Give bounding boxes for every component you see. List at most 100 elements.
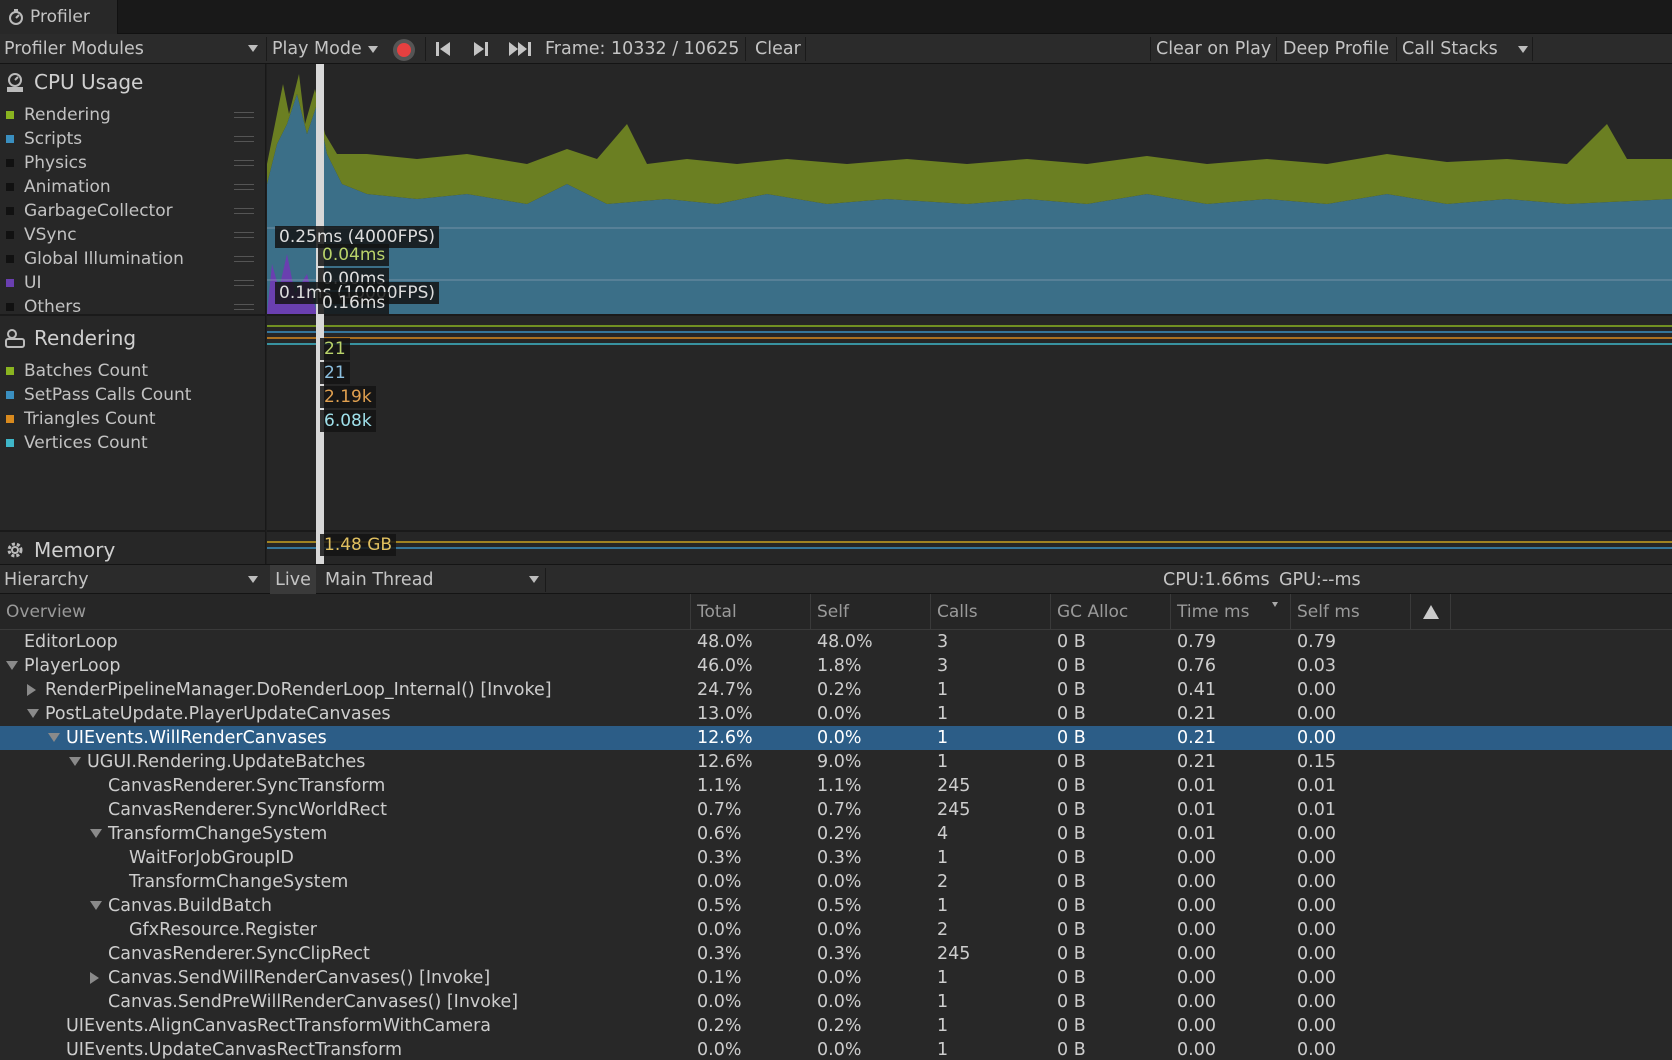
table-row[interactable]: RenderPipelineManager.DoRenderLoop_Inter… [0, 678, 1672, 702]
drag-handle-icon[interactable] [234, 136, 254, 142]
expand-arrow-icon[interactable] [6, 661, 18, 670]
profiler-chart-area[interactable]: 0.25ms (4000FPS) 0.04ms 0.00ms 0.1ms (10… [267, 64, 1672, 564]
clear-on-play-button[interactable]: Clear on Play [1156, 39, 1272, 59]
profiler-tab[interactable]: Profiler [0, 0, 118, 34]
row-total: 1.1% [697, 776, 742, 796]
call-stacks-button[interactable]: Call Stacks [1402, 34, 1528, 64]
collapse-arrow-icon[interactable] [90, 972, 99, 984]
rendering-legend-item[interactable]: SetPass Calls Count [6, 384, 262, 406]
row-name: GfxResource.Register [129, 920, 317, 940]
table-row[interactable]: WaitForJobGroupID 0.3% 0.3% 1 0 B 0.00 0.00 [0, 846, 1672, 870]
row-time: 0.76 [1177, 656, 1216, 676]
rendering-module[interactable]: Rendering [4, 326, 136, 350]
table-row[interactable]: Canvas.SendPreWillRenderCanvases() [Invo… [0, 990, 1672, 1014]
table-row[interactable]: TransformChangeSystem 0.6% 0.2% 4 0 B 0.01 0.0… [0, 822, 1672, 846]
warning-column[interactable] [1410, 594, 1450, 630]
record-button[interactable] [393, 39, 415, 61]
cpu-legend-item[interactable]: VSync [6, 224, 262, 246]
last-frame-button[interactable] [508, 34, 534, 64]
drag-handle-icon[interactable] [234, 112, 254, 118]
expand-arrow-icon[interactable] [69, 757, 81, 766]
legend-label: Batches Count [24, 361, 149, 381]
col-calls[interactable]: Calls [930, 594, 1050, 630]
first-frame-button[interactable] [434, 34, 452, 64]
legend-label: UI [24, 273, 42, 293]
table-row[interactable]: Canvas.SendWillRenderCanvases() [Invoke]… [0, 966, 1672, 990]
drag-handle-icon[interactable] [234, 208, 254, 214]
play-mode-dropdown[interactable]: Play Mode [272, 34, 378, 64]
cpu-legend-item[interactable]: UI [6, 272, 262, 294]
row-calls: 1 [937, 752, 949, 772]
table-row[interactable]: UGUI.Rendering.UpdateBatches 12.6% 9.0% 1 0 … [0, 750, 1672, 774]
row-calls: 1 [937, 1016, 949, 1036]
rendering-area [267, 74, 1672, 204]
legend-swatch [6, 367, 14, 375]
cpu-legend-item[interactable]: GarbageCollector [6, 200, 262, 222]
table-row[interactable]: UIEvents.WillRenderCanvases 12.6% 0.0% 1 0 B… [0, 726, 1672, 750]
rendering-legend-item[interactable]: Vertices Count [6, 432, 262, 454]
hierarchy-toolbar: Hierarchy Live Main Thread CPU:1.66ms GP… [0, 564, 1672, 595]
col-total[interactable]: Total [690, 594, 810, 630]
table-row[interactable]: CanvasRenderer.SyncClipRect 0.3% 0.3% 245 0 … [0, 942, 1672, 966]
table-row[interactable]: CanvasRenderer.SyncWorldRect 0.7% 0.7% 245 0… [0, 798, 1672, 822]
table-row[interactable]: TransformChangeSystem 0.0% 0.0% 2 0 B 0.00 0.0… [0, 870, 1672, 894]
col-time-ms[interactable]: Time ms [1170, 594, 1290, 630]
row-total: 48.0% [697, 632, 753, 652]
table-row[interactable]: PostLateUpdate.PlayerUpdateCanvases 13.0%… [0, 702, 1672, 726]
cpu-legend-item[interactable]: Physics [6, 152, 262, 174]
table-row[interactable]: CanvasRenderer.SyncTransform 1.1% 1.1% 245 0… [0, 774, 1672, 798]
drag-handle-icon[interactable] [234, 256, 254, 262]
col-gc-alloc[interactable]: GC Alloc [1050, 594, 1170, 630]
cpu-legend-item[interactable]: Scripts [6, 128, 262, 150]
row-time: 0.01 [1177, 824, 1216, 844]
row-time: 0.00 [1177, 1016, 1216, 1036]
profiler-modules-dropdown[interactable]: Profiler Modules [4, 34, 262, 64]
drag-handle-icon[interactable] [234, 184, 254, 190]
profiler-icon [6, 7, 26, 27]
table-row[interactable]: PlayerLoop 46.0% 1.8% 3 0 B 0.76 0.03 [0, 654, 1672, 678]
row-self: 0.0% [817, 920, 862, 940]
table-row[interactable]: UIEvents.UpdateCanvasRectTransform 0.0% 0.… [0, 1038, 1672, 1060]
collapse-arrow-icon[interactable] [27, 684, 36, 696]
cpu-legend-item[interactable]: Animation [6, 176, 262, 198]
memory-module[interactable]: Memory [4, 538, 115, 562]
frame-marker[interactable] [316, 64, 324, 564]
expand-arrow-icon[interactable] [90, 901, 102, 910]
clear-button[interactable]: Clear [755, 39, 801, 59]
row-calls: 1 [937, 728, 949, 748]
rendering-legend-item[interactable]: Batches Count [6, 360, 262, 382]
table-row[interactable]: GfxResource.Register 0.0% 0.0% 2 0 B 0.00 0.00 [0, 918, 1672, 942]
rendering-legend-item[interactable]: Triangles Count [6, 408, 262, 430]
live-toggle[interactable]: Live [270, 565, 316, 595]
table-row[interactable]: Canvas.BuildBatch 0.5% 0.5% 1 0 B 0.00 0.00 [0, 894, 1672, 918]
cpu-legend-item[interactable]: Others [6, 296, 262, 318]
row-selfms: 0.00 [1297, 1040, 1336, 1060]
drag-handle-icon[interactable] [234, 304, 254, 310]
row-selfms: 0.79 [1297, 632, 1336, 652]
thread-dropdown[interactable]: Main Thread [325, 565, 545, 595]
deep-profile-button[interactable]: Deep Profile [1283, 39, 1390, 59]
expand-arrow-icon[interactable] [90, 829, 102, 838]
drag-handle-icon[interactable] [234, 160, 254, 166]
cpu-legend-item[interactable]: Rendering [6, 104, 262, 126]
drag-handle-icon[interactable] [234, 232, 254, 238]
expand-arrow-icon[interactable] [27, 709, 39, 718]
row-calls: 1 [937, 704, 949, 724]
table-row[interactable]: EditorLoop 48.0% 48.0% 3 0 B 0.79 0.79 [0, 630, 1672, 654]
next-frame-button[interactable] [472, 34, 490, 64]
drag-handle-icon[interactable] [234, 280, 254, 286]
col-self-ms[interactable]: Self ms [1290, 594, 1410, 630]
col-self[interactable]: Self [810, 594, 930, 630]
view-mode-dropdown[interactable]: Hierarchy [4, 565, 262, 595]
table-row[interactable]: UIEvents.AlignCanvasRectTransformWithCam… [0, 1014, 1672, 1038]
row-calls: 1 [937, 896, 949, 916]
row-time: 0.00 [1177, 848, 1216, 868]
col-overview[interactable]: Overview [6, 602, 87, 622]
row-total: 0.0% [697, 920, 742, 940]
cpu-usage-module[interactable]: CPU Usage [4, 70, 143, 94]
cpu-legend-item[interactable]: Global Illumination [6, 248, 262, 270]
row-self: 0.2% [817, 680, 862, 700]
cpu-time-readout: CPU:1.66ms [1163, 570, 1270, 590]
row-name: TransformChangeSystem [129, 872, 349, 892]
expand-arrow-icon[interactable] [48, 733, 60, 742]
